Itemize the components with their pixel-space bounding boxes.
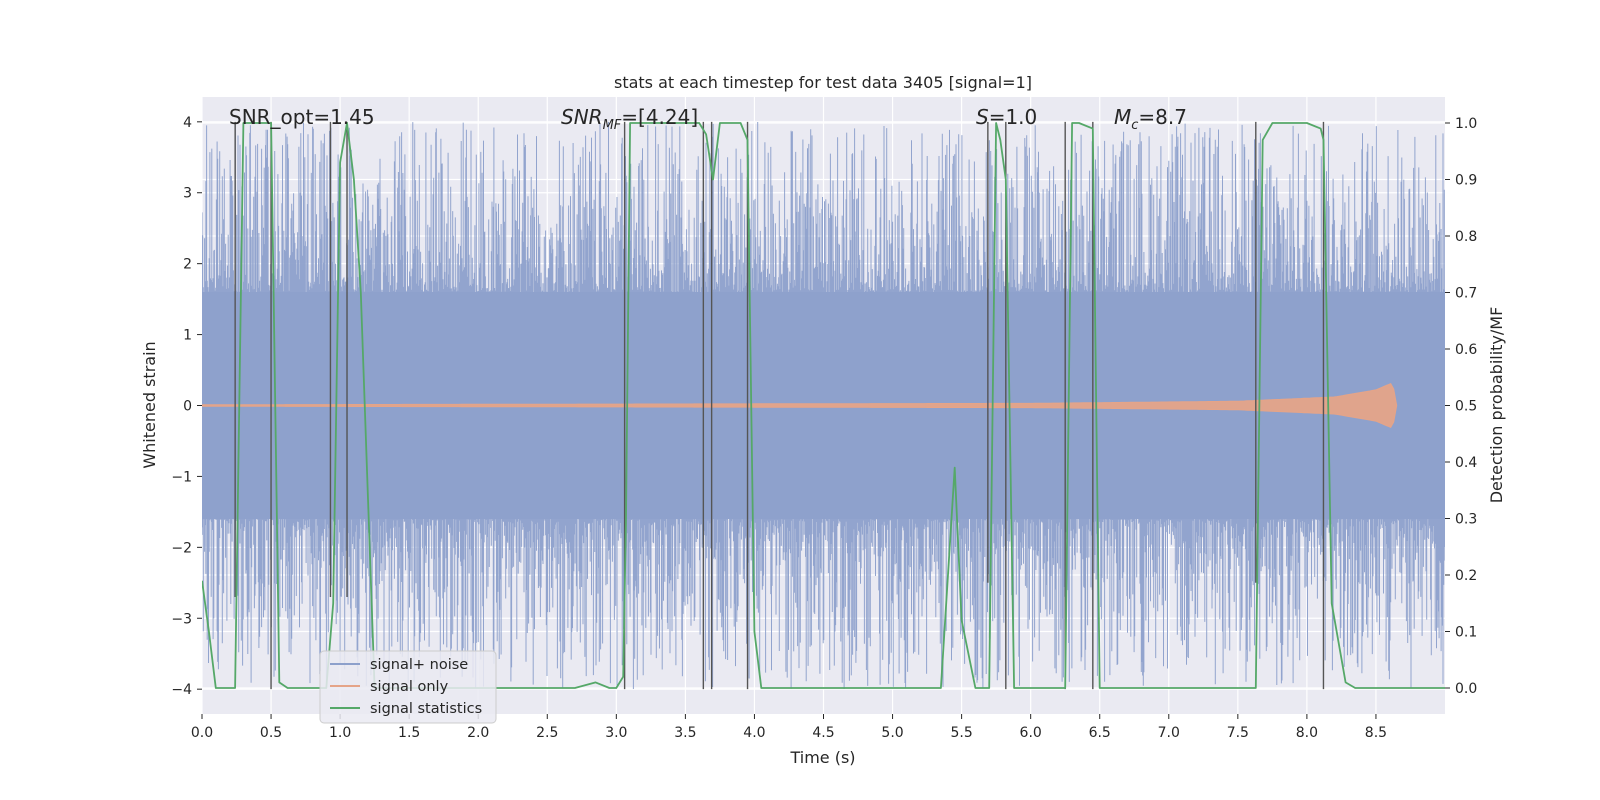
y-right-tick-label-1: 0.1 <box>1455 625 1477 641</box>
x-tick-label-6: 3.0 <box>605 725 627 741</box>
x-tick-label-0: 0.0 <box>191 725 213 741</box>
x-tick-label-7: 3.5 <box>674 725 696 741</box>
y-right-ticks: 0.0 0.1 0.2 0.3 0.4 0.5 0.6 0.7 0.8 0.9 1.0 <box>1445 116 1477 697</box>
y-right-tick-label-4: 0.4 <box>1455 455 1477 471</box>
signal-statistics-line <box>202 122 1445 689</box>
annotation-s: S=1.0 <box>976 105 1037 129</box>
x-axis-label: Time (s) <box>789 748 855 767</box>
x-tick-label-3: 1.5 <box>398 725 420 741</box>
x-tick-label-13: 6.5 <box>1089 725 1111 741</box>
y-right-tick-label-3: 0.3 <box>1455 512 1477 528</box>
x-tick-label-12: 6.0 <box>1020 725 1042 741</box>
y-left-tick-label-6: 2 <box>183 257 192 273</box>
x-ticks: 0.0 0.5 1.0 1.5 2.0 2.5 3.0 3.5 4.0 4.5 5.0 5.5 6.0 6… <box>191 714 1387 741</box>
x-tick-label-11: 5.5 <box>950 725 972 741</box>
y-left-tick-label-3: −1 <box>171 469 192 485</box>
annotation-snr-opt: SNR_opt=1.45 <box>229 105 375 129</box>
legend-label-noise: signal+ noise <box>370 657 468 673</box>
y-axis-label-left: Whitened strain <box>140 341 159 468</box>
x-tick-label-16: 8.0 <box>1296 725 1318 741</box>
y-left-tick-label-5: 1 <box>183 328 192 344</box>
y-right-tick-label-6: 0.6 <box>1455 342 1477 358</box>
y-right-tick-label-10: 1.0 <box>1455 116 1477 132</box>
y-axis-label-right: Detection probability/MF <box>1487 307 1506 504</box>
signal-only-envelope <box>202 382 1398 429</box>
legend-box <box>319 650 497 724</box>
annotations: SNR_opt=1.45 SNRMF=[4.24] S=1.0 Mc=8.7 <box>229 105 1187 133</box>
annotation-snr-mf: SNRMF=[4.24] <box>561 105 698 133</box>
y-right-tick-label-2: 0.2 <box>1455 568 1477 584</box>
x-tick-label-5: 2.5 <box>536 725 558 741</box>
noise-trace <box>202 121 1445 689</box>
legend: signal+ noise signal only signal statist… <box>319 650 497 724</box>
x-tick-label-9: 4.5 <box>812 725 834 741</box>
x-tick-label-17: 8.5 <box>1365 725 1387 741</box>
x-tick-label-2: 1.0 <box>329 725 351 741</box>
legend-label-signal: signal only <box>370 679 449 695</box>
annotation-mc: Mc=8.7 <box>1114 105 1187 133</box>
y-left-tick-label-7: 3 <box>183 186 192 202</box>
signal-statistics-series <box>202 122 1445 689</box>
y-right-tick-label-0: 0.0 <box>1455 681 1477 697</box>
vertical-markers <box>234 121 1325 690</box>
y-right-tick-label-5: 0.5 <box>1455 399 1477 415</box>
x-tick-label-4: 2.0 <box>467 725 489 741</box>
y-left-ticks: −4 −3 −2 −1 0 1 2 3 4 <box>171 115 202 698</box>
x-tick-label-15: 7.5 <box>1227 725 1249 741</box>
chart-title: stats at each timestep for test data 340… <box>614 73 1032 92</box>
y-left-tick-label-1: −3 <box>171 611 192 627</box>
y-left-tick-label-0: −4 <box>171 682 192 698</box>
y-left-tick-label-2: −2 <box>171 540 192 556</box>
y-right-tick-label-8: 0.8 <box>1455 229 1477 245</box>
y-left-tick-label-8: 4 <box>183 115 192 131</box>
y-right-tick-label-9: 0.9 <box>1455 172 1477 188</box>
legend-label-stats: signal statistics <box>370 701 482 717</box>
x-tick-label-1: 0.5 <box>260 725 282 741</box>
x-tick-label-8: 4.0 <box>743 725 765 741</box>
signal-only-series <box>202 382 1398 429</box>
x-tick-label-14: 7.0 <box>1158 725 1180 741</box>
y-right-tick-label-7: 0.7 <box>1455 285 1477 301</box>
x-tick-label-10: 5.0 <box>881 725 903 741</box>
y-left-tick-label-4: 0 <box>183 399 192 415</box>
